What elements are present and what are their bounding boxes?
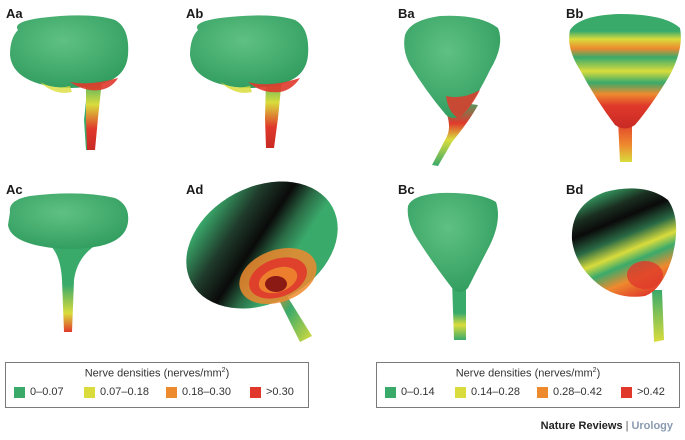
legend-b-label: 0–0.14: [401, 386, 435, 398]
legend-a-item: >0.30: [250, 386, 294, 398]
panel-label-ad: Ad: [186, 182, 204, 197]
legend-a: Nerve densities (nerves/mm2) 0–0.07 0.07…: [5, 362, 309, 408]
legend-b-item: >0.42: [621, 386, 665, 398]
legend-b-swatch: [455, 386, 466, 398]
panel-label-ba: Ba: [398, 6, 415, 21]
legend-b-title-suffix: ): [596, 367, 601, 380]
legend-b-label: 0.14–0.28: [471, 386, 520, 398]
legend-b-item: 0.14–0.28: [455, 386, 520, 398]
legend-a-item: 0.18–0.30: [166, 386, 231, 398]
panel-label-bb: Bb: [566, 6, 584, 21]
legend-a-title: Nerve densities (nerves/mm2): [6, 367, 308, 380]
legend-a-label: 0–0.07: [30, 386, 64, 398]
legend-a-title-text: Nerve densities (nerves/mm: [84, 367, 222, 380]
panel-label-ac: Ac: [6, 182, 23, 197]
legend-a-label: >0.30: [266, 386, 294, 398]
credit-separator: |: [625, 420, 629, 432]
legend-b-swatch: [385, 386, 396, 398]
panel-label-ab: Ab: [186, 6, 204, 21]
legend-a-label: 0.18–0.30: [182, 386, 231, 398]
legend-a-swatch: [84, 386, 95, 398]
legend-b-title-sup: 2: [592, 367, 597, 374]
legend-b-item: 0–0.14: [385, 386, 435, 398]
legend-a-title-suffix: ): [225, 367, 230, 380]
legend-b: Nerve densities (nerves/mm2) 0–0.14 0.14…: [376, 362, 680, 408]
legend-b-label: >0.42: [637, 386, 665, 398]
panel-label-bc: Bc: [398, 182, 415, 197]
journal-name: Nature Reviews: [540, 420, 623, 432]
panel-label-aa: Aa: [6, 6, 23, 21]
legend-b-title-text: Nerve densities (nerves/mm: [455, 367, 593, 380]
legend-a-title-sup: 2: [221, 367, 226, 374]
panel-label-bd: Bd: [566, 182, 584, 197]
journal-section: Urology: [631, 420, 673, 432]
journal-credit: Nature Reviews | Urology: [541, 420, 673, 432]
legend-b-swatch: [537, 386, 548, 398]
legend-a-swatch: [14, 386, 25, 398]
legend-a-item: 0.07–0.18: [84, 386, 149, 398]
legend-a-swatch: [166, 386, 177, 398]
legend-a-label: 0.07–0.18: [100, 386, 149, 398]
legend-b-label: 0.28–0.42: [553, 386, 602, 398]
legend-b-swatch: [621, 386, 632, 398]
legend-a-swatch: [250, 386, 261, 398]
legend-b-title: Nerve densities (nerves/mm2): [377, 367, 679, 380]
legend-b-item: 0.28–0.42: [537, 386, 602, 398]
legend-a-item: 0–0.07: [14, 386, 64, 398]
